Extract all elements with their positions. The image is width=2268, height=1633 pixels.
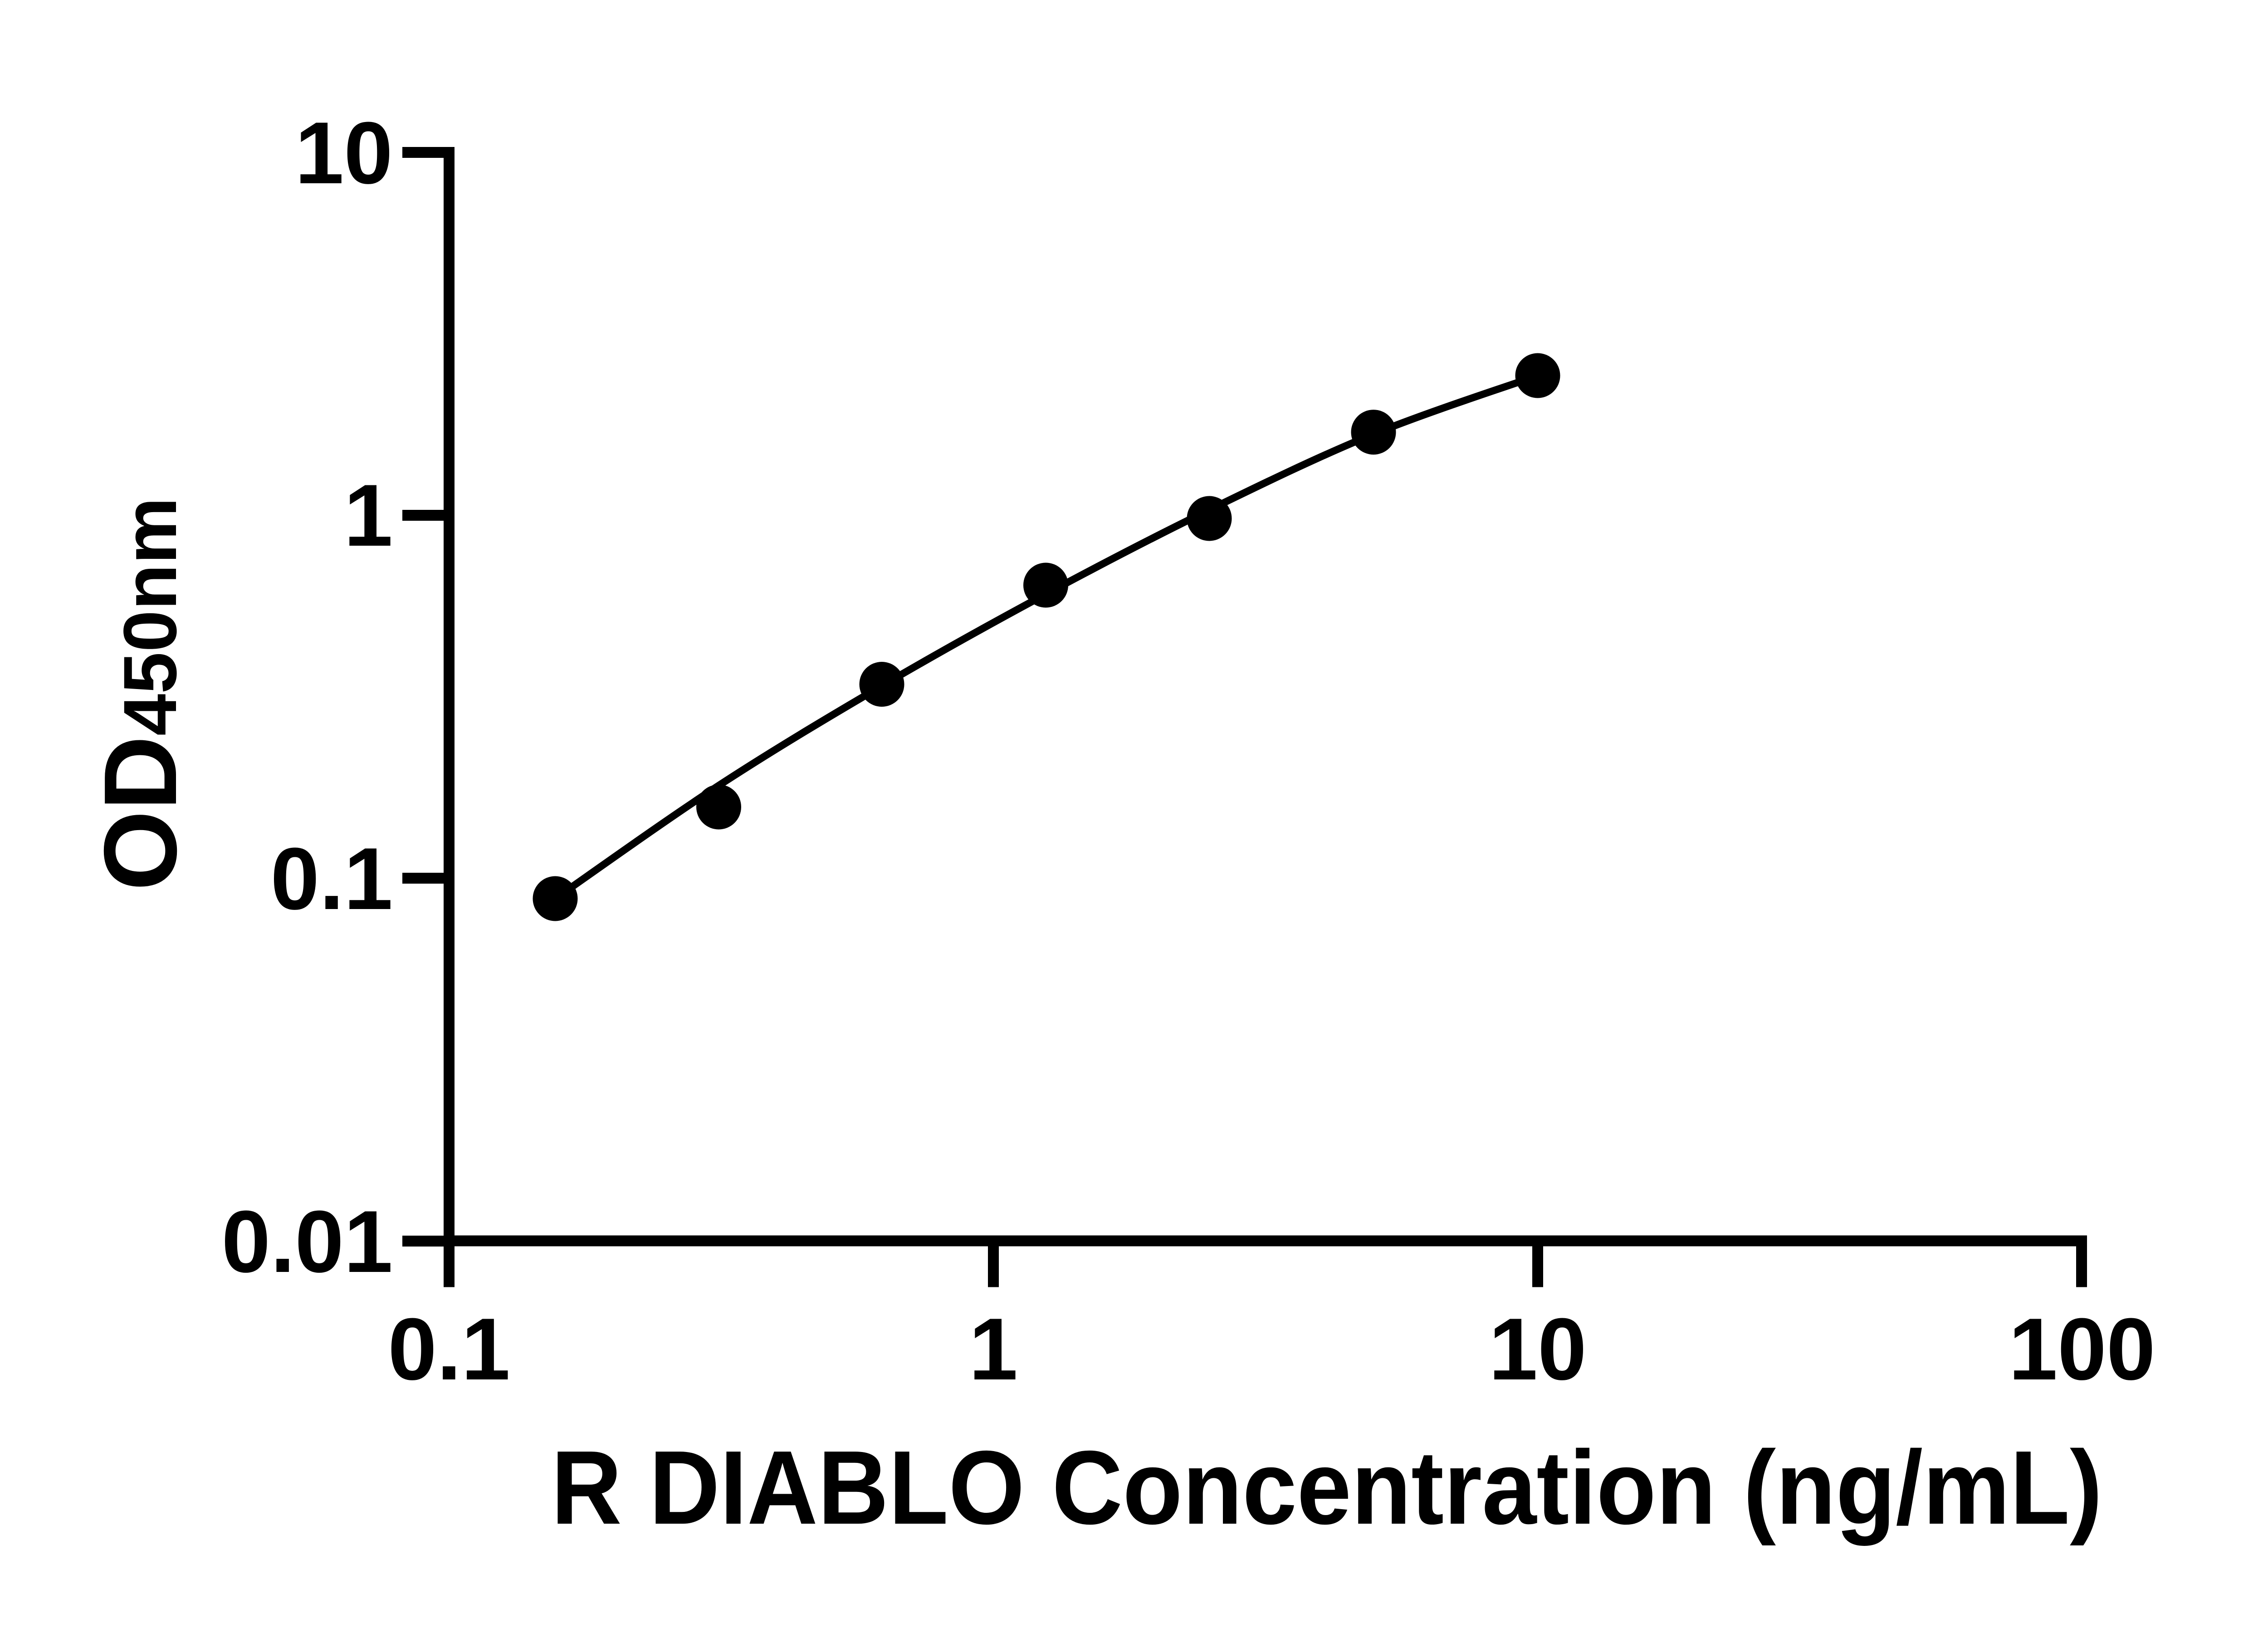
svg-text:10: 10 [295, 104, 393, 202]
svg-text:10: 10 [1489, 1300, 1587, 1398]
svg-text:100: 100 [2009, 1300, 2156, 1398]
svg-text:1: 1 [344, 466, 393, 565]
svg-text:R DIABLO Concentration (ng/mL): R DIABLO Concentration (ng/mL) [551, 1429, 2102, 1546]
svg-text:0.1: 0.1 [388, 1300, 510, 1398]
svg-text:1: 1 [969, 1300, 1018, 1398]
svg-text:0.1: 0.1 [270, 830, 393, 928]
svg-text:0.01: 0.01 [221, 1193, 393, 1291]
